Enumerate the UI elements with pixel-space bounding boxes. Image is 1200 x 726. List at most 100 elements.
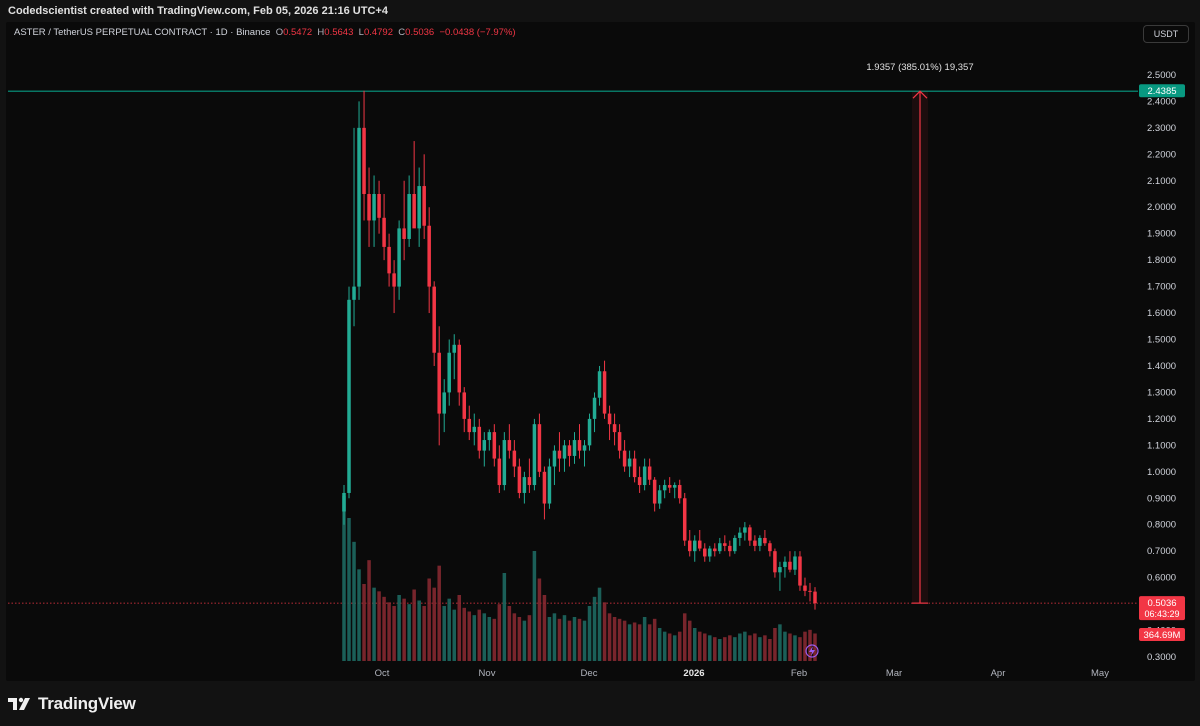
- candle-body[interactable]: [347, 299, 351, 493]
- candle-body[interactable]: [432, 286, 436, 353]
- candle-body[interactable]: [597, 371, 602, 398]
- candle-body[interactable]: [582, 445, 587, 451]
- candle-body[interactable]: [362, 127, 366, 194]
- candle-body[interactable]: [542, 471, 547, 504]
- candle-body[interactable]: [457, 344, 461, 393]
- candle-body[interactable]: [532, 424, 537, 486]
- candle-body[interactable]: [552, 450, 557, 467]
- candle-body[interactable]: [382, 217, 386, 247]
- candle-body[interactable]: [627, 458, 632, 467]
- candle-body[interactable]: [482, 440, 487, 451]
- candle-body[interactable]: [758, 537, 762, 546]
- candle-body[interactable]: [622, 450, 627, 467]
- candle-body[interactable]: [587, 418, 592, 446]
- candle-body[interactable]: [592, 397, 597, 419]
- candle-body[interactable]: [402, 228, 406, 239]
- candle-body[interactable]: [808, 590, 812, 592]
- candle-body[interactable]: [447, 352, 451, 393]
- candle-body[interactable]: [422, 186, 426, 226]
- candle-body[interactable]: [642, 466, 647, 486]
- candle-body[interactable]: [783, 561, 787, 568]
- candle-body[interactable]: [562, 445, 567, 459]
- candle-body[interactable]: [367, 193, 371, 221]
- candle-body[interactable]: [612, 424, 617, 433]
- candle-body[interactable]: [577, 440, 582, 451]
- candle-body[interactable]: [647, 466, 652, 480]
- candle-body[interactable]: [703, 548, 707, 557]
- candle-body[interactable]: [803, 585, 807, 591]
- candle-body[interactable]: [778, 567, 782, 573]
- candle-body[interactable]: [607, 413, 612, 425]
- candle-body[interactable]: [442, 392, 446, 414]
- candle-body[interactable]: [728, 545, 732, 552]
- candle-body[interactable]: [462, 392, 467, 419]
- candle-body[interactable]: [557, 450, 562, 459]
- candle-body[interactable]: [567, 445, 572, 456]
- candle-body[interactable]: [407, 193, 411, 239]
- candle-body[interactable]: [477, 426, 482, 451]
- candle-body[interactable]: [672, 485, 677, 488]
- volume-bar: [647, 624, 652, 661]
- candle-body[interactable]: [753, 540, 757, 546]
- candle-body[interactable]: [397, 228, 401, 287]
- candle-body[interactable]: [387, 246, 391, 274]
- candle-body[interactable]: [708, 548, 712, 557]
- candle-body[interactable]: [692, 540, 697, 552]
- candle-body[interactable]: [372, 193, 376, 221]
- candle-body[interactable]: [437, 352, 441, 414]
- candle-body[interactable]: [637, 477, 642, 486]
- candle-body[interactable]: [602, 371, 607, 414]
- candle-body[interactable]: [492, 432, 497, 459]
- candle-body[interactable]: [512, 450, 517, 467]
- candle-body[interactable]: [522, 477, 527, 493]
- candle-body[interactable]: [377, 193, 381, 218]
- candle-body[interactable]: [507, 440, 512, 451]
- candle-body[interactable]: [632, 458, 637, 478]
- candle-body[interactable]: [547, 466, 552, 504]
- candle-body[interactable]: [517, 466, 522, 493]
- candle-body[interactable]: [657, 490, 662, 504]
- candle-body[interactable]: [417, 186, 421, 229]
- candle-body[interactable]: [452, 344, 456, 353]
- candle-body[interactable]: [662, 485, 667, 491]
- candle-body[interactable]: [357, 127, 361, 287]
- candle-body[interactable]: [572, 440, 577, 456]
- alert-bolt-icon[interactable]: [805, 644, 819, 658]
- candle-body[interactable]: [718, 543, 722, 552]
- candle-body[interactable]: [392, 273, 396, 287]
- candle-body[interactable]: [352, 286, 356, 300]
- candle-body[interactable]: [763, 537, 767, 544]
- candle-body[interactable]: [467, 418, 472, 433]
- candle-body[interactable]: [487, 432, 492, 441]
- candle-body[interactable]: [617, 432, 622, 451]
- candle-body[interactable]: [412, 193, 416, 229]
- candle-body[interactable]: [773, 551, 777, 573]
- candle-body[interactable]: [527, 477, 532, 486]
- candle-body[interactable]: [497, 458, 502, 486]
- candle-body[interactable]: [793, 556, 797, 570]
- candle-body[interactable]: [472, 426, 477, 433]
- candle-body[interactable]: [502, 440, 507, 486]
- symbol-title[interactable]: ASTER / TetherUS PERPETUAL CONTRACT · 1D…: [14, 27, 271, 38]
- candle-body[interactable]: [537, 424, 542, 472]
- candle-body[interactable]: [698, 540, 702, 549]
- candle-body[interactable]: [748, 527, 752, 541]
- candle-body[interactable]: [743, 527, 747, 533]
- candle-body[interactable]: [677, 485, 682, 499]
- candle-body[interactable]: [788, 561, 792, 570]
- candle-body[interactable]: [738, 532, 742, 538]
- candle-body[interactable]: [667, 485, 672, 488]
- candle-body[interactable]: [713, 548, 717, 552]
- candle-body[interactable]: [682, 498, 687, 541]
- candle-body[interactable]: [687, 540, 692, 552]
- candle-body[interactable]: [427, 225, 431, 287]
- candle-body[interactable]: [768, 543, 772, 552]
- candle-body[interactable]: [342, 492, 346, 512]
- candle-body[interactable]: [813, 591, 817, 604]
- currency-button[interactable]: USDT: [1143, 25, 1189, 43]
- candle-body[interactable]: [723, 543, 727, 546]
- candle-body[interactable]: [652, 479, 657, 504]
- candle-body[interactable]: [733, 537, 737, 552]
- candle-body[interactable]: [798, 556, 802, 586]
